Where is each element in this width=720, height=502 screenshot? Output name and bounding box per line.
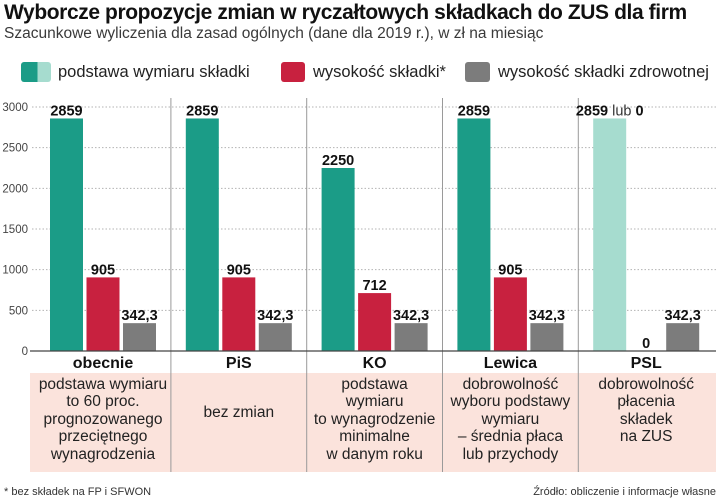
note-line: dobrowolność: [598, 376, 695, 393]
note-line: bez zmian: [203, 404, 275, 421]
chart-labels: 0 500 1000 1500 2000 2500 3000 2859 905 342,3 obec…: [2, 102, 700, 372]
y-tick-label: 500: [9, 305, 28, 317]
category-label-lewica: Lewica: [484, 355, 537, 372]
note-psl: dobrowolność płacenia składek na ZUS: [579, 373, 713, 472]
bar-pis-health: [258, 323, 292, 351]
bar-value-label: 2250: [322, 153, 354, 169]
y-tick-label: 1500: [2, 224, 28, 236]
note-obecnie: podstawa wymiaru to 60 proc. prognozowan…: [36, 373, 170, 472]
bar-value-label: 2859: [50, 103, 82, 119]
bar-value-label: 342,3: [529, 308, 565, 324]
note-line: minimalne: [339, 428, 410, 446]
group-separators: [170, 98, 579, 472]
bars: [50, 118, 700, 351]
bar-pis-base: [185, 118, 219, 351]
category-label-pis: PiS: [226, 355, 252, 372]
legend-label-health: wysokość składki zdrowotnej: [498, 63, 709, 81]
note-line: płacenia: [617, 393, 676, 411]
category-label-obecnie: obecnie: [73, 355, 134, 372]
note-line: na ZUS: [619, 428, 673, 446]
note-line: składek: [619, 410, 673, 428]
note-line: przeciętnego: [58, 428, 148, 446]
category-notes: podstawa wymiaru to 60 proc. prognozowan…: [30, 373, 716, 472]
bar-value-label: 342,3: [257, 308, 293, 324]
bar-pis-contribution: [222, 277, 256, 351]
note-line: lub przychody: [462, 445, 559, 463]
bar-value-label: 0: [642, 336, 650, 352]
note-line: to wynagrodzenie: [313, 410, 436, 428]
note-ko: podstawa wymiaru to wynagrodzenie minima…: [308, 373, 442, 472]
y-tick-label: 3000: [2, 102, 28, 114]
source-note: Źródło: obliczenie i informacje własne: [533, 486, 716, 498]
bar-value-label: 342,3: [121, 308, 157, 324]
bar-value-label: 342,3: [393, 308, 429, 324]
note-line: wyboru podstawy: [450, 393, 571, 411]
bar-value-label: 905: [91, 262, 115, 278]
bar-value-label: 712: [362, 278, 386, 294]
y-tick-label: 2500: [2, 143, 28, 155]
legend-label-contribution: wysokość składki*: [313, 63, 446, 81]
note-line: podstawa wymiaru: [38, 376, 168, 393]
note-line: to 60 proc.: [66, 393, 140, 411]
bar-value-label: 2859: [186, 103, 218, 119]
category-label-ko: KO: [363, 355, 387, 372]
bar-lewica-contribution: [493, 277, 527, 351]
bar-ko-contribution: [358, 293, 392, 351]
note-line: podstawa: [341, 376, 408, 393]
note-line: w danym roku: [326, 445, 423, 463]
bar-lewica-health: [530, 323, 564, 351]
note-pis: bez zmian: [172, 373, 306, 472]
note-line: wymiaru: [345, 393, 404, 411]
bar-value-label: 2859 lub 0: [576, 103, 644, 119]
bar-value-label: 2859: [458, 103, 490, 119]
y-tick-label: 1000: [2, 265, 28, 277]
note-line: prognozowanego: [43, 410, 163, 428]
legend: podstawa wymiaru składki wysokość składk…: [0, 0, 720, 90]
legend-swatch-health: [465, 62, 490, 82]
bar-value-label: 905: [227, 262, 251, 278]
bar-obecnie-base: [50, 118, 83, 351]
bar-obecnie-contribution: [86, 277, 120, 351]
bar-chart: 0 500 1000 1500 2000 2500 3000 2859 905 342,3 obec…: [2, 98, 716, 472]
alternative-connector: lub: [612, 103, 631, 119]
category-label-psl: PSL: [631, 355, 662, 372]
bar-ko-health: [394, 323, 428, 351]
bar-ko-base: [321, 168, 355, 351]
note-line: wynagrodzenia: [50, 445, 156, 463]
bar-psl-health: [666, 323, 700, 351]
alternative-value: 0: [635, 103, 643, 119]
note-line: – średnia płaca: [457, 428, 563, 446]
bar-psl-base: [593, 118, 627, 351]
note-lewica: dobrowolność wyboru podstawy wymiaru – ś…: [443, 373, 577, 472]
chart-subtitle: Szacunkowe wyliczenia dla zasad ogólnych…: [4, 25, 544, 42]
legend-swatch-contribution: [281, 62, 305, 82]
legend-swatch-base: [21, 62, 51, 82]
footnote: * bez składek na FP i SFWON: [4, 486, 152, 498]
bar-obecnie-health: [123, 323, 156, 351]
note-line: dobrowolność: [462, 376, 559, 393]
bar-value: 2859: [576, 103, 608, 119]
y-tick-label: 0: [22, 346, 28, 358]
chart-title: Wyborcze propozycje zmian w ryczałtowych…: [4, 1, 687, 24]
note-line: wymiaru: [481, 410, 540, 428]
bar-value-label: 905: [498, 262, 522, 278]
legend-label-base: podstawa wymiaru składki: [58, 63, 250, 81]
bar-value-label: 342,3: [665, 308, 701, 324]
bar-lewica-base: [457, 118, 491, 351]
y-tick-label: 2000: [2, 183, 28, 195]
